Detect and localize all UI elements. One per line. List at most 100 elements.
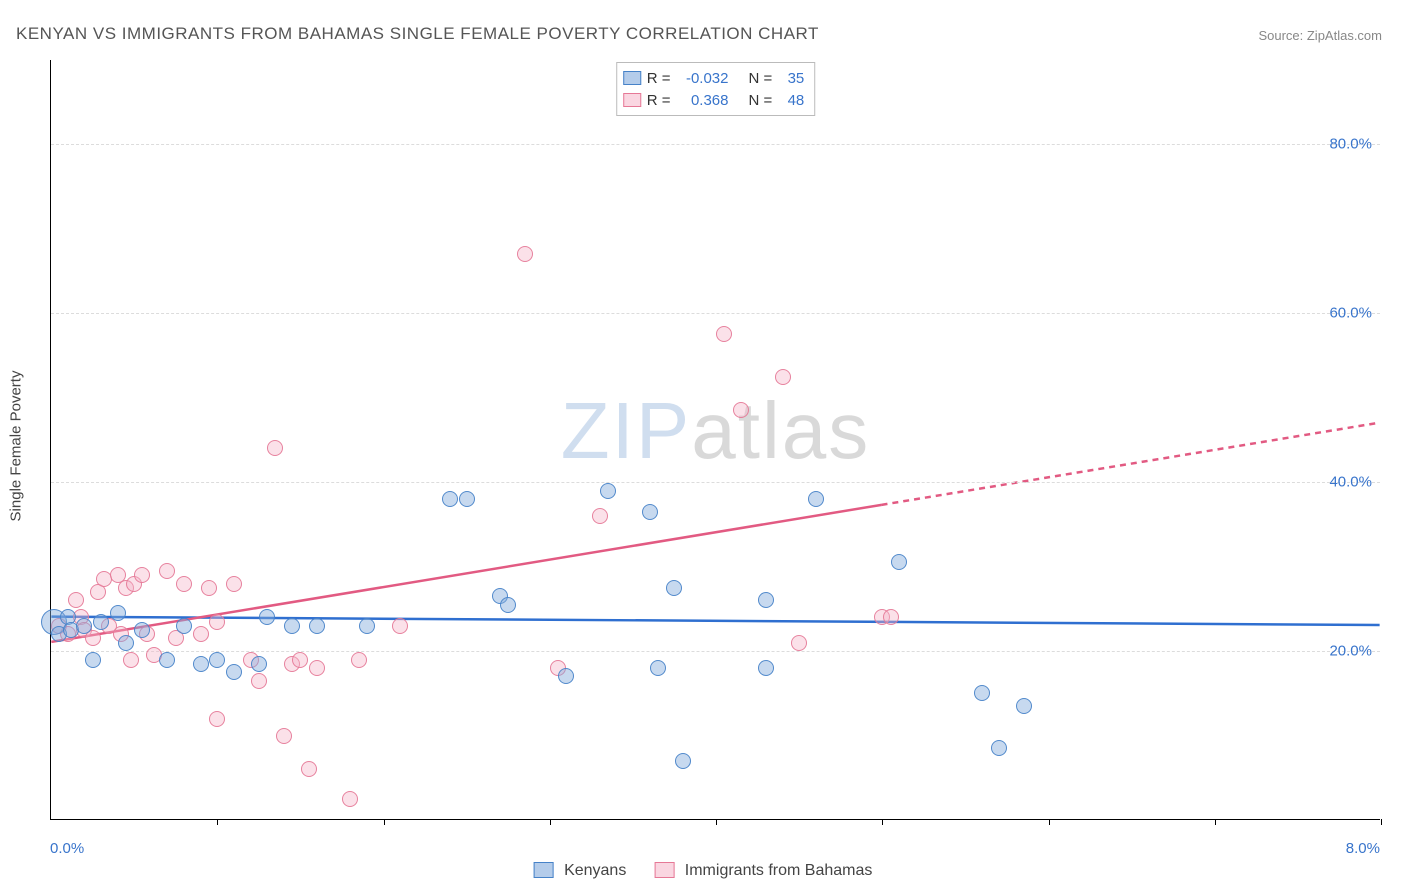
data-point-pink	[592, 508, 608, 524]
source-label: Source:	[1258, 28, 1306, 43]
data-point-blue	[309, 618, 325, 634]
y-tick-label: 20.0%	[1329, 643, 1372, 660]
trend-lines-svg	[51, 60, 1380, 819]
n-value-pink: 48	[778, 92, 804, 109]
grid-line	[51, 313, 1380, 314]
x-tick	[882, 819, 883, 825]
watermark-zip: ZIP	[561, 385, 691, 474]
watermark-atlas: atlas	[691, 385, 870, 474]
data-point-blue	[808, 491, 824, 507]
chart-title: KENYAN VS IMMIGRANTS FROM BAHAMAS SINGLE…	[16, 24, 819, 44]
data-point-pink	[791, 635, 807, 651]
r-label: R =	[647, 70, 671, 87]
data-point-pink	[209, 614, 225, 630]
x-axis-min-label: 0.0%	[50, 840, 84, 857]
data-point-pink	[193, 626, 209, 642]
x-tick	[1215, 819, 1216, 825]
legend-swatch-blue-icon	[534, 862, 554, 878]
data-point-blue	[500, 597, 516, 613]
data-point-pink	[251, 673, 267, 689]
data-point-pink	[517, 246, 533, 262]
data-point-pink	[716, 326, 732, 342]
data-point-blue	[85, 652, 101, 668]
data-point-blue	[284, 618, 300, 634]
y-tick-label: 80.0%	[1329, 136, 1372, 153]
swatch-pink-icon	[623, 93, 641, 107]
data-point-blue	[600, 483, 616, 499]
data-point-blue	[209, 652, 225, 668]
x-tick	[716, 819, 717, 825]
data-point-pink	[351, 652, 367, 668]
data-point-pink	[123, 652, 139, 668]
data-point-pink	[209, 711, 225, 727]
data-point-blue	[159, 652, 175, 668]
data-point-blue	[93, 614, 109, 630]
data-point-blue	[558, 668, 574, 684]
data-point-pink	[301, 761, 317, 777]
legend-label-pink: Immigrants from Bahamas	[685, 862, 873, 879]
data-point-pink	[309, 660, 325, 676]
watermark: ZIPatlas	[561, 384, 870, 476]
stats-row-blue: R = -0.032 N = 35	[623, 67, 805, 89]
n-label: N =	[749, 92, 773, 109]
data-point-blue	[110, 605, 126, 621]
x-tick	[217, 819, 218, 825]
data-point-blue	[118, 635, 134, 651]
x-tick	[550, 819, 551, 825]
data-point-blue	[666, 580, 682, 596]
source-attribution: Source: ZipAtlas.com	[1258, 28, 1382, 43]
stats-legend: R = -0.032 N = 35 R = 0.368 N = 48	[616, 62, 816, 116]
data-point-blue	[650, 660, 666, 676]
data-point-blue	[974, 685, 990, 701]
data-point-pink	[226, 576, 242, 592]
data-point-blue	[134, 622, 150, 638]
r-label: R =	[647, 92, 671, 109]
data-point-pink	[176, 576, 192, 592]
data-point-pink	[201, 580, 217, 596]
data-point-blue	[1016, 698, 1032, 714]
data-point-blue	[176, 618, 192, 634]
data-point-pink	[392, 618, 408, 634]
data-point-blue	[226, 664, 242, 680]
data-point-blue	[359, 618, 375, 634]
data-point-blue	[459, 491, 475, 507]
swatch-blue-icon	[623, 71, 641, 85]
stats-row-pink: R = 0.368 N = 48	[623, 89, 805, 111]
r-value-blue: -0.032	[677, 70, 729, 87]
data-point-pink	[134, 567, 150, 583]
data-point-blue	[193, 656, 209, 672]
n-label: N =	[749, 70, 773, 87]
y-axis-title: Single Female Poverty	[8, 371, 25, 522]
x-axis-max-label: 8.0%	[1346, 840, 1380, 857]
legend-item-pink: Immigrants from Bahamas	[654, 862, 872, 880]
data-point-pink	[267, 440, 283, 456]
data-point-pink	[775, 369, 791, 385]
data-point-blue	[758, 660, 774, 676]
x-tick	[1049, 819, 1050, 825]
data-point-pink	[883, 609, 899, 625]
n-value-blue: 35	[778, 70, 804, 87]
data-point-blue	[251, 656, 267, 672]
grid-line	[51, 482, 1380, 483]
legend-item-blue: Kenyans	[534, 862, 627, 880]
data-point-blue	[891, 554, 907, 570]
legend-label-blue: Kenyans	[564, 862, 626, 879]
x-tick	[384, 819, 385, 825]
y-tick-label: 40.0%	[1329, 474, 1372, 491]
x-tick	[1381, 819, 1382, 825]
data-point-pink	[276, 728, 292, 744]
data-point-blue	[991, 740, 1007, 756]
data-point-blue	[675, 753, 691, 769]
data-point-blue	[642, 504, 658, 520]
source-link[interactable]: ZipAtlas.com	[1307, 28, 1382, 43]
data-point-pink	[68, 592, 84, 608]
data-point-pink	[292, 652, 308, 668]
data-point-pink	[159, 563, 175, 579]
legend-swatch-pink-icon	[654, 862, 674, 878]
series-legend: Kenyans Immigrants from Bahamas	[534, 862, 873, 880]
data-point-pink	[342, 791, 358, 807]
data-point-blue	[76, 618, 92, 634]
plot-area: ZIPatlas R = -0.032 N = 35 R = 0.368 N =…	[50, 60, 1380, 820]
data-point-blue	[758, 592, 774, 608]
data-point-blue	[259, 609, 275, 625]
